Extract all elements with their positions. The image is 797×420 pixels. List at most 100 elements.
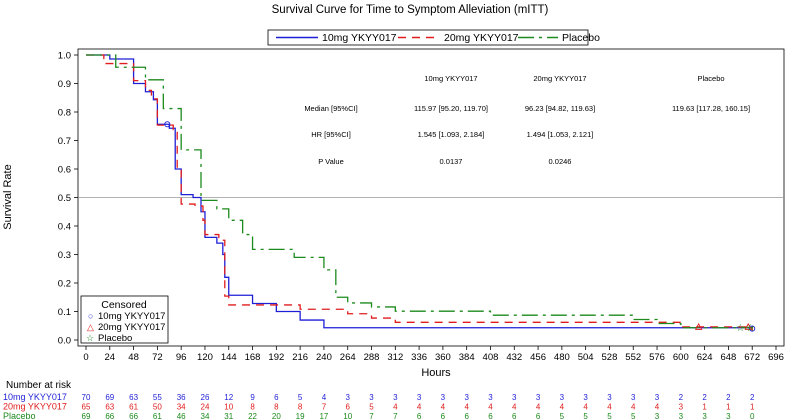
risk-count: 4: [583, 403, 588, 412]
risk-count: 17: [319, 412, 328, 420]
x-tick-label: 672: [744, 352, 760, 363]
y-tick-label: 0.4: [58, 222, 71, 233]
risk-count: 4: [464, 403, 469, 412]
risk-group-label: 10mg YKYY017: [3, 392, 67, 402]
risk-count: 31: [224, 412, 233, 420]
risk-count: 7: [322, 403, 327, 412]
stats-header: Placebo: [697, 74, 724, 83]
chart-title: Survival Curve for Time to Symptom Allev…: [272, 4, 549, 16]
risk-count: 20: [272, 412, 281, 420]
risk-count: 1: [726, 403, 731, 412]
censor-mark-placebo: ☆: [736, 323, 745, 334]
stats-cell: 1.545 [1.093, 2.184]: [418, 130, 485, 139]
risk-count: 3: [607, 393, 612, 402]
x-tick-label: 24: [105, 352, 116, 363]
risk-count: 6: [488, 412, 493, 420]
risk-count: 3: [369, 393, 374, 402]
x-tick-label: 168: [245, 352, 261, 363]
risk-count: 5: [560, 412, 565, 420]
y-tick-label: 0.8: [58, 108, 71, 119]
risk-count: 34: [177, 403, 186, 412]
risk-count: 22: [248, 412, 257, 420]
x-tick-label: 192: [268, 352, 284, 363]
risk-count: 70: [82, 393, 91, 402]
censor-mark-10mg: [749, 325, 756, 332]
risk-count: 5: [583, 412, 588, 420]
risk-count: 65: [82, 403, 91, 412]
risk-count: 3: [560, 393, 565, 402]
survival-curves: [86, 54, 753, 332]
risk-count: 55: [153, 393, 162, 402]
x-tick-label: 336: [411, 352, 427, 363]
x-tick-label: 216: [292, 352, 308, 363]
stats-row-label: HR [95%CI]: [311, 130, 351, 139]
risk-count: 3: [655, 393, 660, 402]
risk-count: 66: [105, 412, 114, 420]
risk-count: 50: [153, 403, 162, 412]
risk-count: 3: [441, 393, 446, 402]
censor-symbol-10mg: ○: [88, 311, 93, 321]
censor-symbol-20mg: △: [87, 322, 94, 332]
censor-mark-placebo: ☆: [746, 323, 755, 334]
risk-count: 3: [488, 393, 493, 402]
risk-count: 2: [726, 393, 731, 402]
risk-count: 4: [441, 403, 446, 412]
risk-count: 63: [105, 403, 114, 412]
risk-count: 6: [536, 412, 541, 420]
risk-count: 9: [250, 393, 255, 402]
risk-group-label: Placebo: [3, 411, 36, 420]
risk-count: 12: [224, 393, 233, 402]
risk-count: 24: [201, 403, 210, 412]
x-tick-label: 432: [506, 352, 522, 363]
risk-count: 4: [631, 403, 636, 412]
x-tick-label: 240: [316, 352, 332, 363]
risk-count: 1: [702, 403, 707, 412]
x-tick-label: 456: [530, 352, 546, 363]
risk-count: 3: [393, 393, 398, 402]
x-tick-label: 480: [554, 352, 570, 363]
risk-count: 46: [177, 412, 186, 420]
y-tick-label: 0.6: [58, 165, 71, 176]
x-tick-label: 360: [435, 352, 451, 363]
risk-count: 3: [702, 412, 707, 420]
risk-table: 10mg YKYY017 70 69 63 55 36 26 12 9 6 5 4 3 3 3 3 3 3 3 3 3 3…: [3, 392, 755, 420]
x-tick-label: 288: [364, 352, 380, 363]
x-tick-label: 120: [197, 352, 213, 363]
risk-count: 3: [417, 393, 422, 402]
y-tick-label: 0.7: [58, 136, 71, 147]
censor-legend-title: Censored: [101, 299, 147, 311]
risk-count: 34: [201, 412, 210, 420]
y-tick-label: 0.2: [58, 279, 71, 290]
y-axis-label: Survival Rate: [2, 164, 14, 229]
censor-mark-20mg: [694, 322, 703, 330]
risk-count: 10: [224, 403, 233, 412]
risk-count: 5: [298, 393, 303, 402]
x-tick-label: 648: [720, 352, 736, 363]
risk-count: 2: [702, 393, 707, 402]
x-axis: 0 24 48 72 96 120 144 168 192 216 240 264 288 312 336 3…: [83, 346, 784, 363]
y-axis: 0.0 0.1 0.2 0.3 0.4 0.5 0.6 0.7 0.8 0.9 1.0: [58, 51, 78, 347]
stats-cell: 119.63 [117.28, 160.15]: [672, 104, 750, 113]
risk-count: 3: [655, 412, 660, 420]
risk-count: 61: [153, 412, 162, 420]
stats-header: 20mg YKYY017: [533, 74, 586, 83]
censor-marks: ☆ ☆: [164, 121, 756, 334]
risk-count: 6: [417, 412, 422, 420]
y-tick-label: 0.9: [58, 79, 71, 90]
y-tick-label: 0.0: [58, 336, 71, 347]
risk-count: 63: [129, 393, 138, 402]
risk-count: 7: [369, 412, 374, 420]
risk-count: 2: [750, 393, 755, 402]
x-tick-label: 72: [152, 352, 163, 363]
risk-count: 6: [464, 412, 469, 420]
legend-label-10mg: 10mg YKYY017: [322, 32, 397, 44]
risk-count: 3: [345, 393, 350, 402]
risk-count: 3: [726, 412, 731, 420]
risk-count: 4: [322, 393, 327, 402]
risk-count: 61: [129, 403, 138, 412]
stats-cell: 96.23 [94.82, 119.63]: [525, 104, 595, 113]
risk-count: 4: [560, 403, 565, 412]
stats-header: 10mg YKYY017: [424, 74, 477, 83]
censor-legend-placebo: Placebo: [98, 333, 132, 344]
censor-mark-10mg: [164, 121, 171, 128]
